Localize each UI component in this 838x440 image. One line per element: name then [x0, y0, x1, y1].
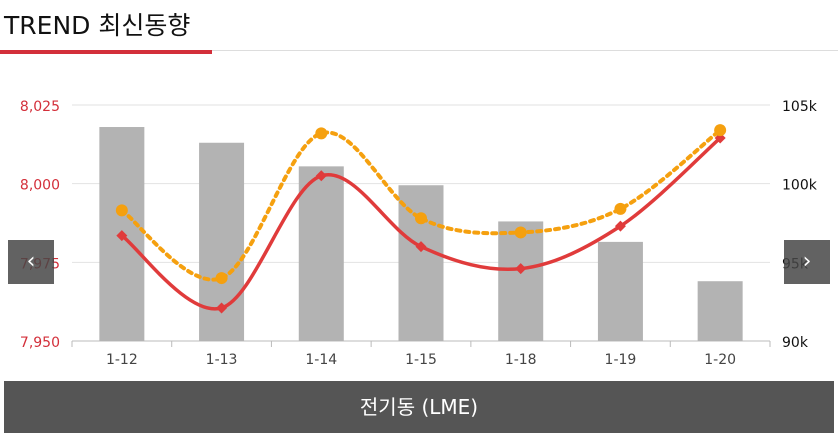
- diamond-marker: [515, 263, 527, 275]
- x-axis-tick-label: 1-13: [206, 352, 238, 368]
- circle-marker: [514, 226, 527, 239]
- circle-marker: [614, 202, 627, 215]
- diamond-marker: [216, 302, 228, 314]
- line-markers: [115, 124, 727, 314]
- page-title: TREND 최신동향: [4, 11, 191, 40]
- diamond-marker: [315, 170, 327, 182]
- x-axis-tick-label: 1-14: [305, 352, 337, 368]
- left-axis-tick-label: 8,000: [20, 178, 60, 194]
- right-axis-ticks: 90k95k100k105k: [782, 99, 818, 351]
- diamond-marker: [415, 241, 427, 253]
- x-axis-tick-label: 1-15: [405, 352, 437, 368]
- right-axis-tick-label: 100k: [782, 178, 818, 194]
- title-divider: [0, 50, 838, 51]
- left-axis-tick-label: 7,950: [20, 335, 60, 351]
- circle-marker: [115, 204, 128, 217]
- right-axis-tick-label: 105k: [782, 99, 818, 115]
- x-axis-tick-label: 1-20: [704, 352, 736, 368]
- bar: [697, 281, 743, 341]
- right-axis-tick-label: 90k: [782, 335, 809, 351]
- chevron-left-icon: ‹: [26, 249, 36, 274]
- chevron-right-icon: ›: [802, 249, 812, 274]
- circle-marker: [714, 124, 727, 137]
- commodity-label-bar: 전기동 (LME): [4, 381, 834, 433]
- bar-series: [99, 127, 743, 341]
- bar: [398, 185, 444, 341]
- left-axis-tick-label: 8,025: [20, 99, 60, 115]
- title-accent-underline: [0, 50, 212, 54]
- circle-marker: [315, 127, 328, 140]
- x-axis-tick-label: 1-19: [605, 352, 637, 368]
- bar: [298, 166, 344, 341]
- prev-arrow-button[interactable]: ‹: [8, 240, 54, 284]
- x-axis-tick-label: 1-18: [505, 352, 537, 368]
- diamond-marker: [116, 230, 128, 242]
- circle-marker: [415, 212, 427, 225]
- bar: [498, 221, 544, 341]
- diamond-marker: [614, 220, 626, 232]
- x-axis-tick-label: 1-12: [106, 352, 138, 368]
- circle-marker: [215, 272, 228, 285]
- x-axis-ticks: 1-12 1-13 1-14 1-15 1-18 1-19 1-20: [71, 341, 771, 368]
- next-arrow-button[interactable]: ›: [784, 240, 830, 284]
- commodity-label: 전기동 (LME): [359, 395, 479, 419]
- bar: [597, 241, 643, 341]
